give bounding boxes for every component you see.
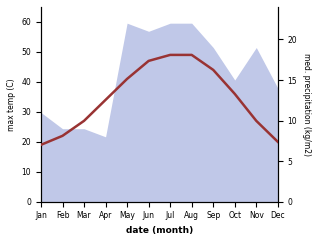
X-axis label: date (month): date (month) — [126, 226, 193, 235]
Y-axis label: med. precipitation (kg/m2): med. precipitation (kg/m2) — [302, 53, 311, 156]
Y-axis label: max temp (C): max temp (C) — [7, 78, 16, 131]
